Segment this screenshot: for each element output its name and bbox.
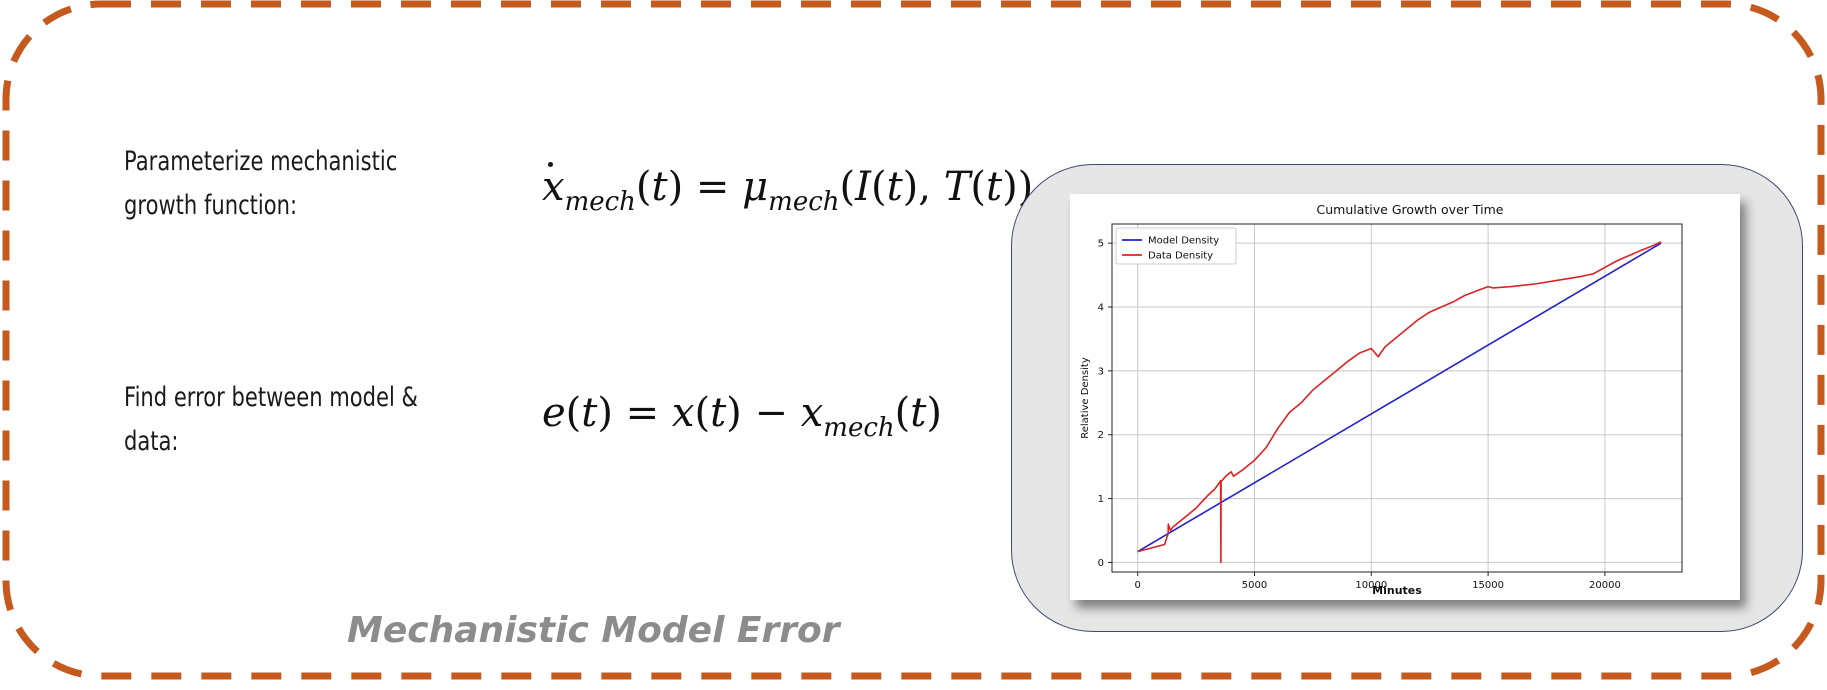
legend-label: Model Density	[1148, 236, 1219, 247]
x-tick-label: 20000	[1589, 580, 1621, 591]
parameterize-label-line-1: Parameterize mechanistic	[124, 146, 398, 177]
error-equation: e(t) = x(t) − xmech(t)	[542, 390, 942, 443]
mechanistic-growth-equation: xmech(t) = μmech(I(t), T(t))	[542, 162, 1034, 217]
find-error-label: Find error between model & data:	[124, 376, 418, 464]
series-layer	[1137, 241, 1662, 564]
parameterize-label: Parameterize mechanistic growth function…	[124, 140, 397, 228]
tick-layer: 0 5000 10000 15000 20000 0 1 2 3 4 5	[1098, 239, 1621, 591]
chart-card: Cumulative Growth over Time 0 5000 10000 15…	[1070, 194, 1740, 600]
model-density-line	[1137, 242, 1662, 553]
plot-area	[1111, 223, 1683, 573]
legend-label: Data Density	[1148, 251, 1213, 262]
data-density-line	[1137, 241, 1662, 564]
x-tick-label: 10000	[1355, 580, 1387, 591]
legend-box	[1115, 227, 1237, 265]
y-tick-label: 5	[1098, 239, 1104, 250]
chart-y-axis-label: Relative Density	[1080, 357, 1091, 439]
chart-legend: Model Density Data Density	[1115, 227, 1237, 265]
cumulative-growth-chart: Cumulative Growth over Time 0 5000 10000 15…	[1080, 202, 1683, 597]
slide-caption: Mechanistic Model Error	[347, 610, 840, 651]
y-tick-label: 4	[1098, 303, 1104, 314]
grid-layer	[1112, 224, 1682, 572]
y-tick-label: 0	[1098, 558, 1104, 569]
find-error-label-line-1: Find error between model &	[124, 382, 418, 413]
y-tick-label: 1	[1098, 494, 1104, 505]
y-tick-label: 3	[1098, 366, 1104, 377]
chart-x-axis-label: Minutes	[1372, 584, 1422, 597]
x-tick-label: 0	[1135, 580, 1141, 591]
find-error-label-line-2: data:	[124, 426, 179, 457]
x-tick-label: 15000	[1472, 580, 1504, 591]
x-tick-label: 5000	[1242, 580, 1267, 591]
y-tick-label: 2	[1098, 430, 1104, 441]
chart-title: Cumulative Growth over Time	[1317, 202, 1504, 217]
parameterize-label-line-2: growth function:	[124, 190, 298, 221]
